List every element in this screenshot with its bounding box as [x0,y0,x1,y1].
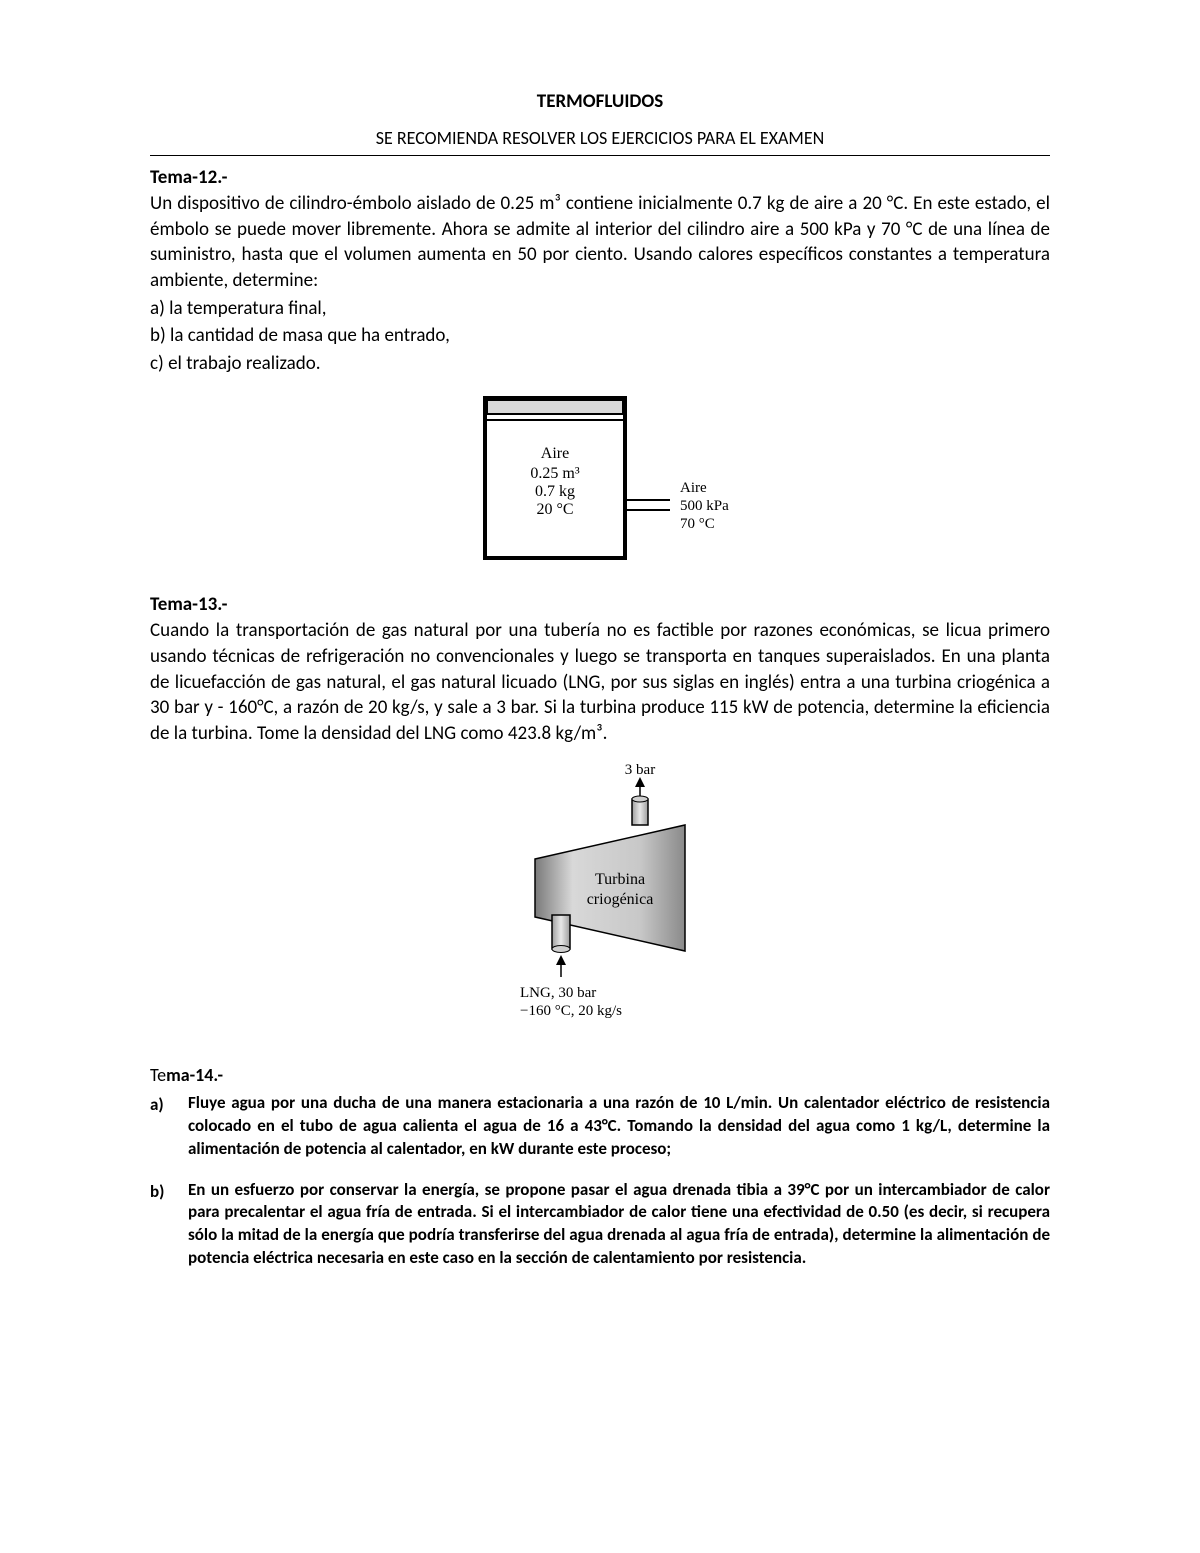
tema14-heading-prefix: Te [150,1064,166,1086]
tema13-heading: Tema-13.- [150,593,1050,616]
tema13-body: Cuando la transportación de gas natural … [150,618,1050,746]
fig12-mass: 0.7 kg [535,483,575,500]
tema14-b-label: b) [150,1179,174,1271]
fig12-temp: 20 °C [536,501,573,518]
tema14-a-label: a) [150,1092,174,1161]
tema14-a-text: Fluye agua por una ducha de una manera e… [188,1092,1050,1161]
doc-title: TERMOFLUIDOS [150,90,1050,113]
tema13-figure: 3 bar Turbina criogénica LNG, 30 bar −16… [150,759,1050,1044]
doc-subtitle: SE RECOMIENDA RESOLVER LOS EJERCICIOS PA… [150,127,1050,156]
fig12-ext-t: 70 °C [680,516,715,532]
fig13-body2: criogénica [587,891,654,908]
fig13-body1: Turbina [595,871,645,888]
fig12-ext-p: 500 kPa [680,498,729,514]
fig13-top: 3 bar [625,762,655,778]
tema14-list: a) Fluye agua por una ducha de una maner… [150,1092,1050,1271]
tema14-heading-bold: ma-14.- [166,1064,223,1086]
tema12-item-a: a) la temperatura final, [150,296,1050,322]
fig12-aire: Aire [541,445,569,462]
fig13-bot1: LNG, 30 bar [520,985,596,1001]
fig13-bot2: −160 °C, 20 kg/s [520,1003,622,1019]
tema14-b-text: En un esfuerzo por conservar la energía,… [188,1179,1050,1271]
tema12-body: Un dispositivo de cilindro-émbolo aislad… [150,191,1050,294]
tema14-heading: Tema-14.- [150,1064,1050,1086]
tema12-figure: Aire 0.25 m³ 0.7 kg 20 °C Aire 500 kPa 7… [150,388,1050,573]
fig12-vol: 0.25 m³ [530,465,579,482]
fig12-ext-aire: Aire [680,480,707,496]
tema12-heading: Tema-12.- [150,166,1050,189]
tema12-item-c: c) el trabajo realizado. [150,351,1050,377]
tema14-item-a: a) Fluye agua por una ducha de una maner… [150,1092,1050,1161]
tema14-item-b: b) En un esfuerzo por conservar la energ… [150,1179,1050,1271]
tema12-item-b: b) la cantidad de masa que ha entrado, [150,323,1050,349]
